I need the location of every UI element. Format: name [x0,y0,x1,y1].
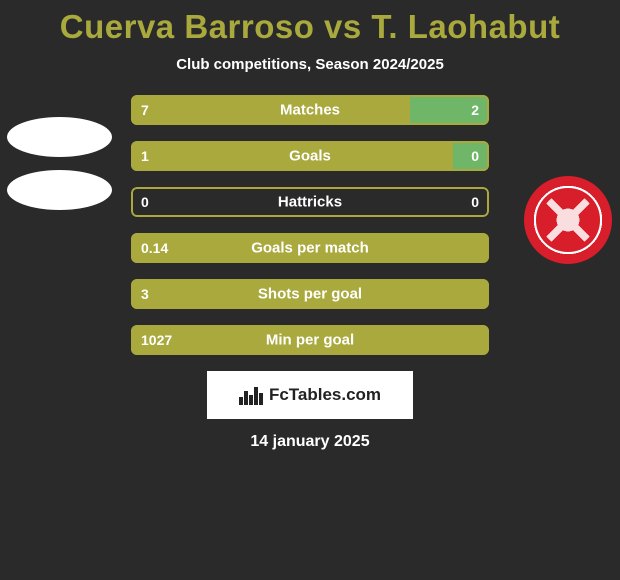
stat-row-min-per-goal: 1027Min per goal [131,325,489,355]
date: 14 january 2025 [0,433,620,451]
page-title: Cuerva Barroso vs T. Laohabut [0,0,620,46]
stat-label: Goals per match [131,240,489,257]
stat-row-hattricks: 00Hattricks [131,187,489,217]
player2-club-badge [524,176,612,264]
stat-row-shots-per-goal: 3Shots per goal [131,279,489,309]
stat-label: Matches [131,102,489,119]
stat-label: Min per goal [131,332,489,349]
stat-row-goals-per-match: 0.14Goals per match [131,233,489,263]
stat-label: Shots per goal [131,286,489,303]
stat-row-goals: 10Goals [131,141,489,171]
subtitle: Club competitions, Season 2024/2025 [0,56,620,73]
bar-chart-icon [239,385,263,405]
logo-text: FcTables.com [269,385,381,405]
stat-row-matches: 72Matches [131,95,489,125]
fctables-logo: FcTables.com [207,371,413,419]
player1-avatar-1 [7,170,112,210]
stats-comparison: 72Matches 10Goals 00Hattricks 0.14Goals per… [131,95,489,355]
stat-label: Goals [131,148,489,165]
player1-avatar-0 [7,117,112,157]
stat-label: Hattricks [131,194,489,211]
